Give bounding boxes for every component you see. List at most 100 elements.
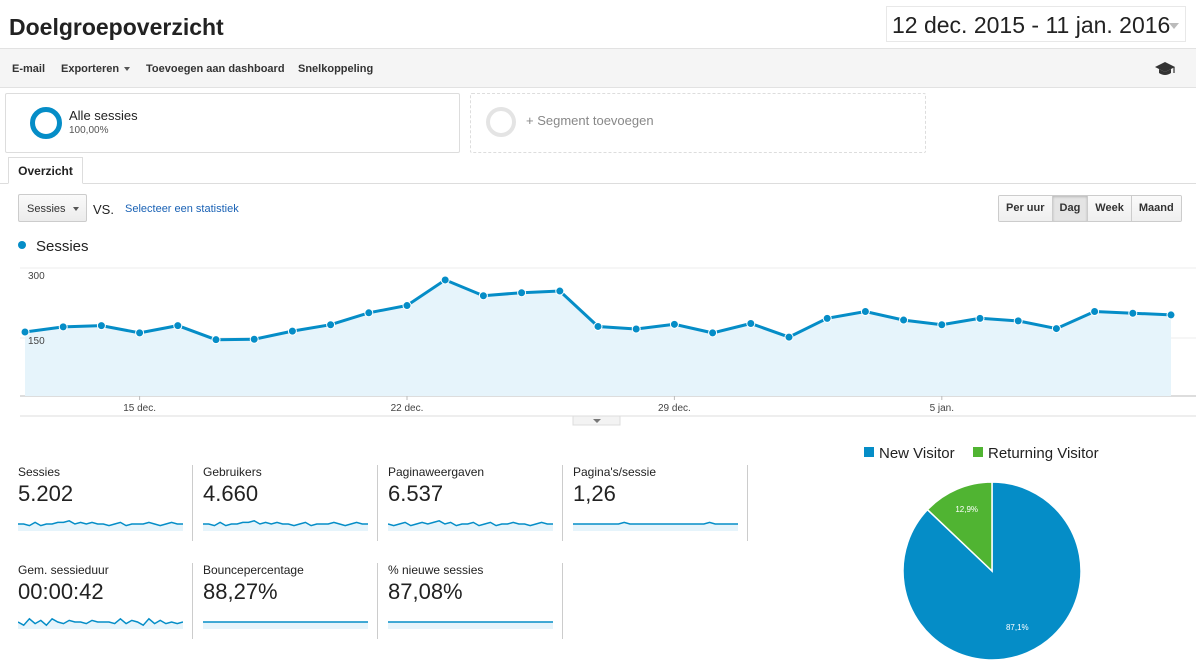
date-range-picker[interactable]: 12 dec. 2015 - 11 jan. 2016 xyxy=(886,6,1186,42)
kpi-tile[interactable]: Paginaweergaven 6.537 xyxy=(388,465,563,541)
kpi-value: 5.202 xyxy=(18,481,74,506)
sessions-line-chart[interactable]: 300 150 15 dec. 22 dec. 29 dec. 5 jan. xyxy=(0,260,1200,430)
kpi-value: 87,08% xyxy=(388,579,463,604)
x-tick-label: 5 jan. xyxy=(930,403,954,414)
kpi-sparkline xyxy=(388,621,553,629)
data-point[interactable] xyxy=(135,328,145,338)
segment-all-sessions[interactable]: Alle sessies 100,00% xyxy=(5,93,460,153)
chart-legend-label: Sessies xyxy=(36,238,89,255)
data-point[interactable] xyxy=(860,307,870,317)
data-point[interactable] xyxy=(899,315,909,325)
kpi-sparkline xyxy=(388,519,553,531)
period-hourly-button[interactable]: Per uur xyxy=(999,196,1053,221)
data-point[interactable] xyxy=(555,286,565,296)
chart-collapse-toggle[interactable] xyxy=(572,415,621,426)
kpi-sparkline xyxy=(203,621,368,629)
data-point[interactable] xyxy=(1013,316,1023,326)
pie-data-label: 87,1% xyxy=(1006,623,1029,632)
select-statistic-link[interactable]: Selecteer een statistiek xyxy=(125,203,239,215)
data-point[interactable] xyxy=(631,324,641,334)
vs-label: VS. xyxy=(93,202,114,217)
kpi-sparkline xyxy=(573,521,738,531)
x-tick-label: 22 dec. xyxy=(391,403,424,414)
add-segment-button[interactable]: + Segment toevoegen xyxy=(470,93,926,153)
y-tick-label: 300 xyxy=(28,271,45,282)
kpi-label: Paginaweergaven xyxy=(388,465,485,479)
kpi-separator xyxy=(377,465,378,541)
data-point[interactable] xyxy=(402,301,412,311)
caret-down-icon xyxy=(124,67,131,72)
metric-select-value: Sessies xyxy=(27,203,66,215)
kpi-label: Pagina's/sessie xyxy=(573,465,657,479)
period-day-button[interactable]: Dag xyxy=(1052,196,1089,221)
data-point[interactable] xyxy=(822,313,832,323)
series-dot-icon xyxy=(18,241,26,249)
data-point[interactable] xyxy=(1128,308,1138,318)
kpi-value: 6.537 xyxy=(388,481,444,506)
email-button[interactable]: E-mail xyxy=(12,63,46,75)
chart-legend: Sessies xyxy=(18,238,89,255)
data-point[interactable] xyxy=(784,332,794,342)
pie-legend-returning[interactable]: Returning Visitor xyxy=(973,445,1099,462)
add-segment-label: + Segment toevoegen xyxy=(526,113,654,128)
data-point[interactable] xyxy=(326,320,336,330)
kpi-separator xyxy=(562,563,563,639)
data-point[interactable] xyxy=(20,327,30,337)
mortarboard-icon[interactable] xyxy=(1154,61,1176,77)
metric-select[interactable]: Sessies xyxy=(18,194,87,222)
data-point[interactable] xyxy=(478,291,488,301)
visitor-type-pie-chart[interactable]: 87,1% 12,9% xyxy=(900,478,1084,664)
data-point[interactable] xyxy=(249,334,259,344)
add-to-dashboard-button[interactable]: Toevoegen aan dashboard xyxy=(146,63,285,75)
kpi-tile[interactable]: Sessies 5.202 xyxy=(18,465,193,541)
export-label: Exporteren xyxy=(61,63,120,75)
kpi-tile[interactable]: Pagina's/sessie 1,26 xyxy=(573,465,748,541)
kpi-tile[interactable]: Gebruikers 4.660 xyxy=(203,465,378,541)
data-point[interactable] xyxy=(708,328,718,338)
page-header: Doelgroepoverzicht 12 dec. 2015 - 11 jan… xyxy=(0,0,1200,48)
tab-overview[interactable]: Overzicht xyxy=(8,157,83,184)
period-toggle-group: Per uur Dag Week Maand xyxy=(998,195,1182,222)
pie-legend-new-label: New Visitor xyxy=(879,445,955,462)
kpi-value: 1,26 xyxy=(573,481,616,506)
data-point[interactable] xyxy=(517,288,527,298)
pie-legend-new[interactable]: New Visitor xyxy=(864,445,955,462)
pie-slice-returning-visitor[interactable] xyxy=(926,481,993,573)
kpi-label: Bouncepercentage xyxy=(203,563,304,577)
data-point[interactable] xyxy=(669,319,679,329)
kpi-tile[interactable]: % nieuwe sessies 87,08% xyxy=(388,563,563,639)
data-point[interactable] xyxy=(96,321,106,331)
chevron-down-icon xyxy=(1169,23,1179,29)
period-week-button[interactable]: Week xyxy=(1088,196,1132,221)
kpi-separator xyxy=(562,465,563,541)
pie-data-label: 12,9% xyxy=(955,505,978,514)
empty-segment-ring-icon xyxy=(486,107,516,137)
data-point[interactable] xyxy=(746,318,756,328)
kpi-tile[interactable]: Bouncepercentage 88,27% xyxy=(203,563,378,639)
data-point[interactable] xyxy=(58,322,68,332)
kpi-sparkline xyxy=(18,519,183,531)
data-point[interactable] xyxy=(593,321,603,331)
kpi-separator xyxy=(192,563,193,639)
data-point[interactable] xyxy=(1090,307,1100,317)
data-point[interactable] xyxy=(1051,324,1061,334)
legend-square-icon xyxy=(864,447,874,457)
kpi-sparkline xyxy=(18,617,183,629)
data-point[interactable] xyxy=(211,335,221,345)
data-point[interactable] xyxy=(1166,310,1176,320)
export-button[interactable]: Exporteren xyxy=(61,63,131,75)
data-point[interactable] xyxy=(173,321,183,331)
period-month-button[interactable]: Maand xyxy=(1131,196,1181,221)
kpi-label: Gem. sessieduur xyxy=(18,563,109,577)
kpi-label: % nieuwe sessies xyxy=(388,563,484,577)
data-point[interactable] xyxy=(364,308,374,318)
data-point[interactable] xyxy=(975,313,985,323)
data-point[interactable] xyxy=(287,326,297,336)
legend-square-icon xyxy=(973,447,983,457)
shortcut-button[interactable]: Snelkoppeling xyxy=(298,63,374,75)
tab-bar-divider xyxy=(0,183,1196,184)
data-point[interactable] xyxy=(440,275,450,285)
data-point[interactable] xyxy=(937,320,947,330)
kpi-tile[interactable]: Gem. sessieduur 00:00:42 xyxy=(18,563,193,639)
kpi-value: 88,27% xyxy=(203,579,278,604)
